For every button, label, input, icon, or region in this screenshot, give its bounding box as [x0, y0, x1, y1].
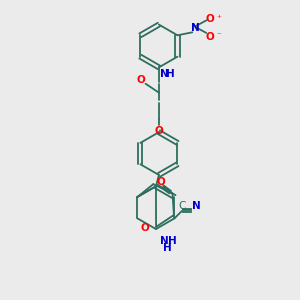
- Text: O: O: [141, 223, 150, 233]
- Text: O: O: [154, 126, 163, 136]
- Text: O: O: [156, 177, 165, 187]
- Text: N: N: [192, 201, 200, 211]
- Text: C: C: [178, 201, 186, 211]
- Text: H: H: [164, 243, 172, 254]
- Text: ⁻: ⁻: [217, 32, 221, 40]
- Text: N: N: [160, 69, 168, 79]
- Text: N: N: [160, 236, 169, 246]
- Text: H: H: [168, 236, 177, 246]
- Text: H: H: [166, 69, 174, 79]
- Text: O: O: [206, 14, 214, 24]
- Text: O: O: [206, 32, 214, 42]
- Text: N: N: [191, 23, 200, 33]
- Text: O: O: [137, 75, 146, 85]
- Text: ⁺: ⁺: [217, 14, 221, 23]
